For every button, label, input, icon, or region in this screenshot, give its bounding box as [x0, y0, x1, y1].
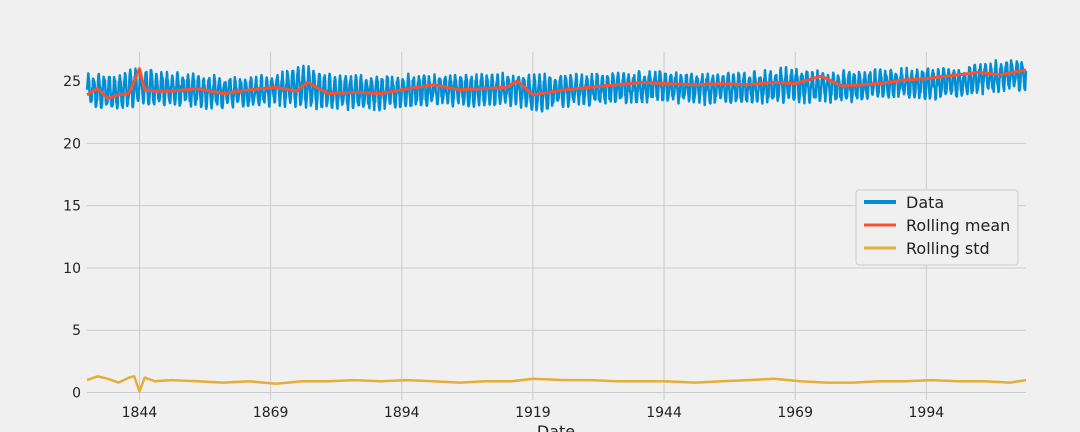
x-tick-label: 1969 [777, 405, 813, 421]
legend-label-rolling-std: Rolling std [906, 239, 990, 258]
y-tick-label: 10 [63, 261, 81, 277]
series-rolling-std [86, 375, 1027, 393]
x-axis-label: Date [537, 422, 575, 432]
rolling-std-line [86, 375, 1027, 393]
data-line [85, 58, 1028, 113]
x-tick-label: 1994 [909, 405, 945, 421]
y-tick-label: 25 [63, 74, 81, 90]
legend-box [855, 189, 1019, 266]
x-tick-label: 1894 [384, 405, 420, 421]
x-tick-label: 1844 [122, 405, 158, 421]
y-tick-label: 20 [63, 136, 81, 152]
legend: Data Rolling mean Rolling std [855, 189, 1019, 266]
x-tick-label: 1869 [253, 405, 289, 421]
y-tick-label: 15 [63, 199, 81, 215]
legend-label-rolling-mean: Rolling mean [906, 216, 1010, 235]
y-tick-labels: 0 5 10 15 20 25 [63, 74, 81, 401]
rolling-mean-line [86, 67, 1027, 100]
legend-label-data: Data [906, 193, 944, 212]
series-data [85, 58, 1028, 113]
x-tick-label: 1944 [646, 405, 682, 421]
series-rolling-mean [86, 67, 1027, 100]
x-tick-label: 1919 [515, 405, 551, 421]
y-tick-label: 5 [72, 323, 81, 339]
y-tick-label: 0 [72, 386, 81, 402]
x-tick-labels: 1844 1869 1894 1919 1944 1969 1994 [122, 405, 945, 421]
